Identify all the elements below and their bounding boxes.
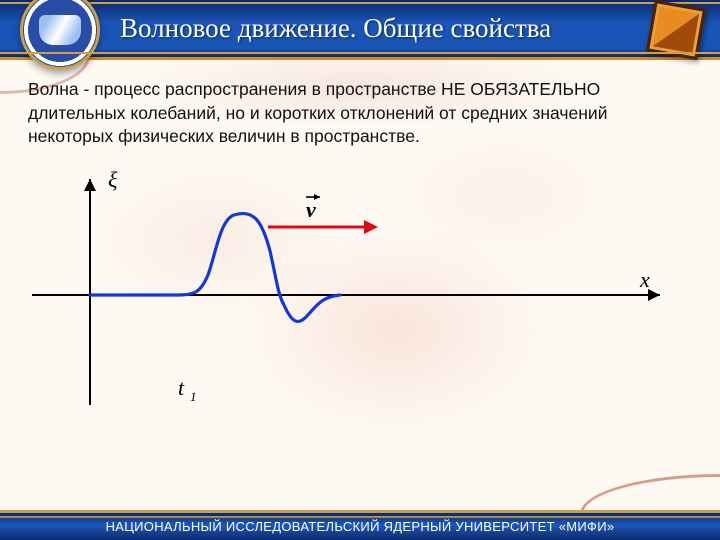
cube-logo-icon: [646, 0, 706, 60]
header-bar: Волновое движение. Общие свойства: [0, 0, 720, 60]
footer-text: НАЦИОНАЛЬНЫЙ ИССЛЕДОВАТЕЛЬСКИЙ ЯДЕРНЫЙ У…: [106, 519, 615, 534]
svg-text:v: v: [306, 197, 316, 222]
axis-label-xi: ξ: [108, 167, 118, 192]
y-axis-arrowhead-icon: [84, 179, 96, 191]
svg-text:t: t: [178, 375, 185, 400]
velocity-label: v: [306, 194, 320, 222]
axis-label-x: x: [639, 267, 650, 292]
pulse-curve: [90, 213, 340, 321]
velocity-arrowhead-icon: [364, 220, 378, 234]
footer-bar: НАЦИОНАЛЬНЫЙ ИССЛЕДОВАТЕЛЬСКИЙ ЯДЕРНЫЙ У…: [0, 510, 720, 540]
time-label: t 1: [178, 375, 197, 404]
page-title: Волновое движение. Общие свойства: [120, 13, 551, 44]
definition-paragraph: Волна - процесс распространения в простр…: [0, 60, 720, 157]
svg-text:1: 1: [190, 389, 197, 404]
wave-pulse-diagram: ξ x v t 1: [20, 165, 700, 425]
x-axis-arrowhead-icon: [648, 289, 660, 301]
